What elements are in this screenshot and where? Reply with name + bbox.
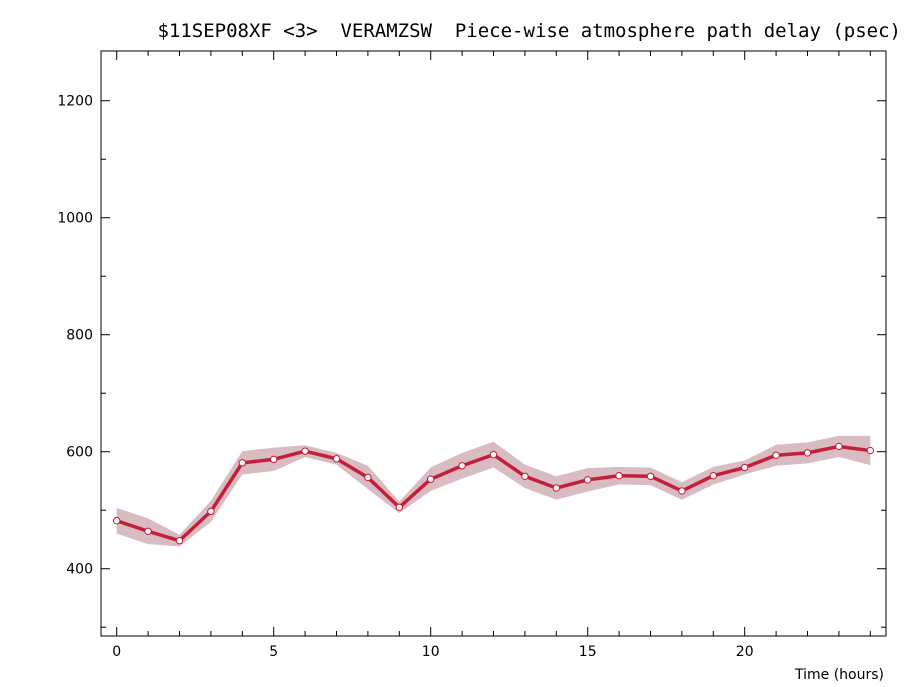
- data-point: [364, 473, 372, 482]
- x-tick-label: 0: [112, 644, 121, 660]
- axis-ticks: [101, 51, 886, 636]
- data-point: [270, 455, 278, 464]
- axis-tick-labels: 0 5 10 15 20 400 600 800 1000 1200: [57, 94, 753, 660]
- data-point: [489, 450, 498, 459]
- data-point: [835, 442, 843, 451]
- data-point: [207, 507, 215, 516]
- data-point: [615, 472, 623, 480]
- data-point: [458, 462, 466, 470]
- x-tick-label: 5: [269, 644, 278, 660]
- x-axis-label: Time (hours): [794, 667, 884, 683]
- data-point: [427, 475, 435, 483]
- data-point: [803, 449, 812, 457]
- data-point: [113, 517, 121, 525]
- data-point: [646, 472, 655, 480]
- chart-title: $11SEP08XF <3> VERAMZSW Piece-wise atmos…: [157, 20, 901, 42]
- data-point: [144, 527, 152, 535]
- data-point: [175, 536, 184, 545]
- y-tick-label: 400: [66, 562, 93, 578]
- data-point: [772, 451, 780, 459]
- x-tick-label: 10: [422, 644, 440, 660]
- y-tick-label: 1200: [57, 94, 93, 110]
- data-point: [584, 476, 592, 484]
- data-point: [521, 472, 529, 480]
- data-point: [709, 472, 717, 480]
- y-tick-label: 1000: [57, 211, 93, 227]
- data-point: [741, 463, 749, 472]
- data-point: [395, 503, 403, 511]
- data-point: [238, 459, 247, 467]
- data-point: [678, 487, 686, 495]
- plot-frame: [100, 50, 887, 637]
- x-tick-label: 15: [579, 644, 597, 660]
- data-point: [552, 484, 560, 492]
- x-tick-label: 20: [736, 644, 754, 660]
- y-tick-label: 800: [66, 328, 93, 344]
- data-point: [332, 455, 341, 463]
- data-point: [866, 446, 874, 455]
- y-tick-label: 600: [66, 445, 93, 461]
- data-point-layer: [113, 442, 874, 545]
- data-point: [301, 447, 309, 455]
